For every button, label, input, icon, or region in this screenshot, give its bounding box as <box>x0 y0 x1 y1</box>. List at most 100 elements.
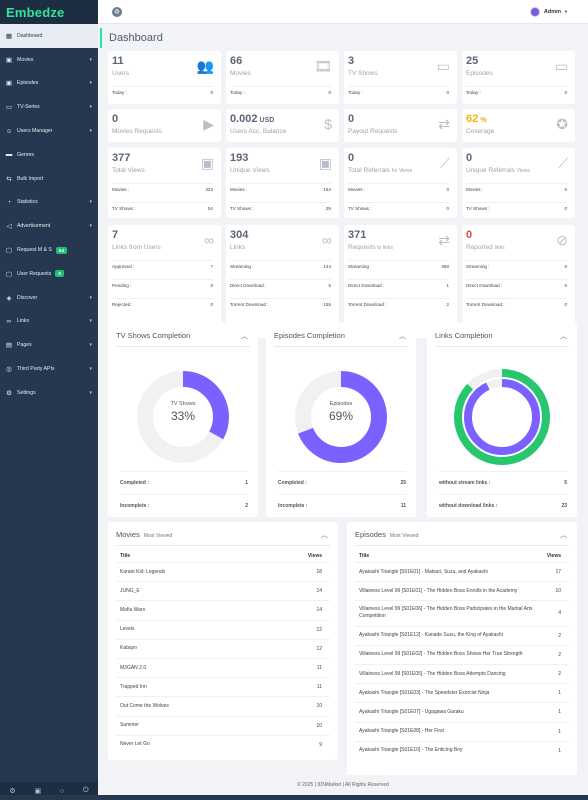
sidebar-item-pages[interactable]: ▤ Pages ▾ <box>0 333 98 357</box>
table-row[interactable]: Karate Kid: Legends 18 <box>116 562 330 581</box>
stat-card: 11 Users 👥 Today : 0 <box>108 51 221 104</box>
power-icon[interactable]: ⏻ <box>83 787 89 794</box>
table-row[interactable]: Villainess Level 99 [S01E06] - The Hidde… <box>355 600 569 625</box>
row-views: 1 <box>558 709 561 716</box>
table-row[interactable]: Mafia Wars 14 <box>116 600 330 619</box>
table-row[interactable]: M3GAN 2.0 11 <box>116 657 330 677</box>
sidebar-item-statistics[interactable]: ◔ Statistics ▾ <box>0 191 98 215</box>
chevron-down-icon: ▾ <box>89 80 92 87</box>
sidebar-item-settings[interactable]: ⚙ Settings ▾ <box>0 381 98 405</box>
stat-row-value: 29 <box>325 206 331 211</box>
table-row[interactable]: JUNG_E 14 <box>116 581 330 600</box>
completion-card: Episodes Completion ︿ Episodes 69% Completed… <box>266 323 416 517</box>
stat-label: Unique Views <box>230 167 270 174</box>
table-row[interactable]: Ayakashi Triangle [S01E03] - The Speedst… <box>355 683 569 702</box>
legend-value: 5 <box>564 479 567 486</box>
sidebar-item-advertisement[interactable]: ◁ Advertisement ▾ <box>0 214 98 238</box>
sidebar-item-users-manager[interactable]: ☺ Users Manager ▾ <box>0 119 98 143</box>
stat-label-text: Payout Requests <box>348 128 398 135</box>
table-row[interactable]: Villainess Level 99 [S01E05] - The Hidde… <box>355 663 569 683</box>
chevron-up-icon[interactable]: ︿ <box>560 333 567 340</box>
sidebar-item-links[interactable]: ∞ Links ▾ <box>0 310 98 334</box>
monitor-user-icon: ▣ <box>318 155 332 171</box>
film-icon: ▣ <box>5 56 13 64</box>
stat-row-label: Today : <box>230 90 245 95</box>
table-row[interactable]: Villainess Level 99 [S01E02] - The Hidde… <box>355 644 569 664</box>
row-title: Kabayo <box>120 645 137 652</box>
globe-icon[interactable]: ◍ <box>112 6 122 17</box>
stat-label: Links from Users <box>112 244 161 251</box>
table-row[interactable]: Villainess Level 99 [S01E01] - The Hidde… <box>355 581 569 600</box>
legend-label: without download links : <box>439 502 498 509</box>
legend-label: without stream links : <box>439 479 491 486</box>
stat-card: 0 Unique Referrals Views ⟋ Movies :0 TV Show… <box>462 148 575 218</box>
sidebar-item-discover[interactable]: ◈ Discover ▾ <box>0 286 98 310</box>
table-title: Episodes Most Viewed <box>355 530 418 539</box>
row-views: 9 <box>319 741 322 748</box>
stat-number: 0 <box>348 113 355 125</box>
sidebar-item-movies[interactable]: ▣ Movies ▾ <box>0 48 98 72</box>
row-title: Never Let Go <box>120 741 150 748</box>
stat-label: Unique Referrals Views <box>466 167 530 174</box>
row-views: 12 <box>316 626 322 633</box>
table-row[interactable]: Never Let Go 9 <box>116 734 330 754</box>
row-views: 10 <box>555 588 561 595</box>
row-title: Karate Kid: Legends <box>120 568 166 575</box>
stat-card: 193 Unique Views ▣ Movies : 164 TV Shows : 29 <box>226 148 339 218</box>
table-row[interactable]: Ayakashi Triangle [S01E08] - Her First 1 <box>355 721 569 741</box>
film-icon[interactable]: ▣ <box>34 788 42 795</box>
stat-value: 25 <box>466 55 478 67</box>
brand-logo[interactable]: Embedze <box>0 0 98 24</box>
table-row[interactable]: Ayakashi Triangle [S01E01] - Matsuri, Su… <box>355 562 569 581</box>
chevron-up-icon[interactable]: ︿ <box>399 333 406 340</box>
chevron-up-icon[interactable]: ︿ <box>560 532 567 539</box>
row-title: Villainess Level 99 [S01E06] - The Hidde… <box>359 606 533 620</box>
donut-chart: Episodes 69% <box>266 367 416 467</box>
stat-row: Movies : 164 <box>230 183 331 195</box>
table-row[interactable]: Ayakashi Triangle [S01E12] - Kanade Suzu… <box>355 625 569 645</box>
circle-icon[interactable]: ○ <box>59 787 65 795</box>
table-row[interactable]: Ayakashi Triangle [S01E10] - The Enticin… <box>355 740 569 760</box>
stat-row-value: 0 <box>564 187 567 192</box>
sidebar-item-user-requests[interactable]: ▢ User Requests 0 <box>0 262 98 286</box>
stat-row: Streaming : 0 <box>466 260 567 272</box>
movies-most-viewed-card: Movies Most Viewed ︿ Title Views Karate Kid: … <box>108 522 338 760</box>
chevron-down-icon: ▾ <box>89 366 92 373</box>
stat-value: 66 <box>230 55 242 67</box>
table-row[interactable]: Out Come the Wolves 10 <box>116 696 330 715</box>
divider <box>116 346 250 347</box>
stat-row-label: Approved : <box>112 264 135 269</box>
table-row[interactable]: Levels 12 <box>116 619 330 639</box>
stat-label-text: Coverage <box>466 128 495 135</box>
table: Title Views Ayakashi Triangle [S01E01] - M… <box>355 550 569 760</box>
sidebar-item-dashboard[interactable]: ▦ Dashboard <box>0 24 98 48</box>
sidebar-item-bulk-import[interactable]: ⇆ Bulk Import <box>0 167 98 191</box>
table-row[interactable]: Trapped Inn 11 <box>116 677 330 696</box>
table-row[interactable]: Kabayo 12 <box>116 638 330 658</box>
sidebar-item-tv-series[interactable]: ▭ TV-Series ▾ <box>0 95 98 119</box>
chevron-up-icon[interactable]: ︿ <box>241 333 248 340</box>
sidebar-item-request-m-s[interactable]: ▢ Request M & S 54 <box>0 238 98 262</box>
stat-row: TV Shows : 54 <box>112 202 213 214</box>
user-menu[interactable]: Admin ▼ <box>529 6 568 17</box>
table-row[interactable]: Summer 10 <box>116 715 330 735</box>
column-header-views: Views <box>307 553 322 559</box>
stat-card: 304 Links ∞ Streaming : 144 Direct Download :… <box>226 225 339 338</box>
chevron-down-icon: ▾ <box>89 294 92 301</box>
table-title-text: Episodes <box>355 530 386 539</box>
stat-value: 0 <box>112 113 118 125</box>
sidebar-item-third-party-apis[interactable]: ◎ Third Party APIs ▾ <box>0 357 98 381</box>
sidebar-item-genres[interactable]: ▬ Genres <box>0 143 98 167</box>
stat-row-value: 1 <box>446 283 449 288</box>
gear-icon[interactable]: ⚙ <box>9 788 16 795</box>
sidebar-item-episodes[interactable]: ▣ Episodes ▾ <box>0 72 98 96</box>
stat-row-label: Torrent Download : <box>230 302 269 307</box>
stat-card: 377 Total Views ▣ Movies : 323 TV Shows : 54 <box>108 148 221 218</box>
payout-icon: ⇄ <box>438 116 450 132</box>
chevron-up-icon[interactable]: ︿ <box>321 532 328 539</box>
table: Title Views Karate Kid: Legends 18 JUNG_E 14 M… <box>116 550 330 754</box>
stat-row: Direct Download : 0 <box>466 279 567 291</box>
table-row[interactable]: Ayakashi Triangle [S01E07] - Ugagawa Gar… <box>355 702 569 721</box>
sidebar-item-label: Statistics <box>17 199 38 206</box>
